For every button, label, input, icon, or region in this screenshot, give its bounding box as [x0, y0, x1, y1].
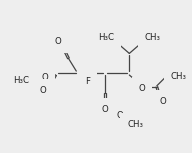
Text: O: O [54, 37, 61, 46]
Text: CH₃: CH₃ [145, 33, 161, 42]
Text: O: O [116, 111, 123, 120]
Text: O: O [41, 73, 48, 82]
Text: O: O [139, 84, 146, 93]
Text: H₃C: H₃C [98, 33, 114, 42]
Text: O: O [159, 97, 166, 106]
Text: F: F [86, 77, 91, 86]
Text: H₃C: H₃C [13, 76, 29, 85]
Text: CH₃: CH₃ [127, 120, 143, 129]
Text: O: O [40, 86, 46, 95]
Text: O: O [101, 105, 108, 114]
Text: CH₃: CH₃ [170, 71, 187, 80]
